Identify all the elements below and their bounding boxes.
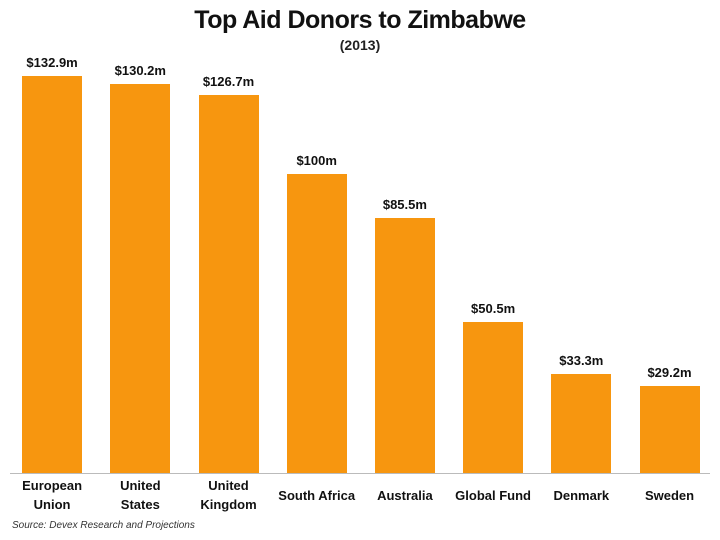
x-tick-label: Global Fund [455, 487, 531, 503]
value-label: $130.2m [114, 63, 166, 79]
value-label: $85.5m [382, 196, 427, 212]
baseline [10, 473, 710, 474]
chart-title: Top Aid Donors to Zimbabwe [194, 6, 526, 34]
x-tick-label: Sweden [644, 487, 695, 503]
bar [22, 76, 83, 473]
x-tick-label: Australia [377, 487, 433, 503]
bar [463, 322, 524, 473]
source-note: Source: Devex Research and Projections [12, 520, 195, 531]
value-label: $100m [296, 153, 337, 169]
value-label: $132.9m [26, 55, 78, 70]
bar [374, 217, 435, 473]
value-label: $126.7m [202, 73, 255, 89]
chart-subtitle: (2013) [339, 37, 381, 53]
bar [639, 385, 700, 473]
value-label: $33.3m [559, 352, 604, 368]
bar [198, 94, 259, 473]
x-tick-label: United Kingdom [200, 478, 257, 512]
bar [110, 84, 171, 473]
bar [286, 174, 347, 473]
x-tick-label: Denmark [553, 487, 610, 503]
x-tick-label: South Africa [278, 487, 356, 503]
bar [551, 373, 612, 473]
x-tick-label: European Union [22, 478, 83, 512]
value-label: $50.5m [471, 301, 516, 317]
x-tick-label: United States [120, 478, 161, 512]
value-label: $29.2m [647, 364, 692, 380]
